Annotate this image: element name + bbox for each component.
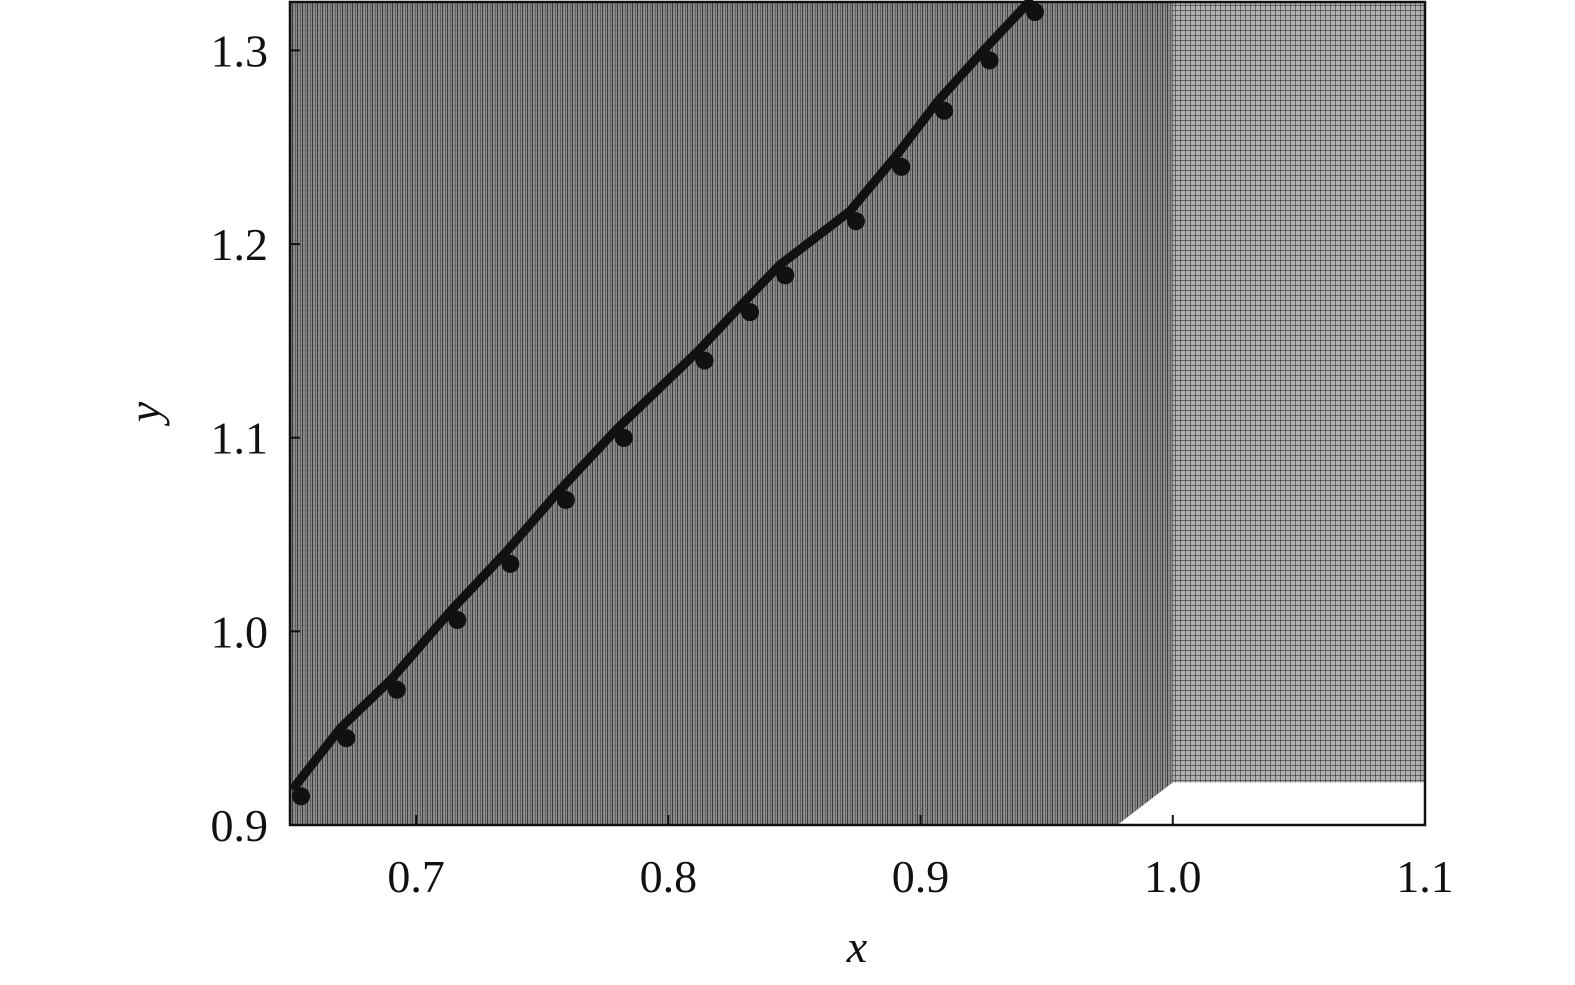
data-point [1026,3,1045,21]
x-tick-label: 0.8 [640,851,698,902]
data-point [387,680,406,699]
ticks: 0.7 0.8 0.9 1.0 1.1 0.9 1.0 1.1 1.2 1.3 [211,25,1454,902]
mesh-region-fine [290,2,1173,825]
data-point [448,611,467,630]
data-point [292,787,311,806]
data-point [695,351,714,370]
x-tick-label: 0.7 [387,851,445,902]
data-point [846,212,865,231]
x-tick-label: 1.0 [1144,851,1202,902]
data-point [892,157,911,176]
data-point [501,554,520,573]
data-point [776,266,795,285]
y-tick-label: 0.9 [211,800,269,851]
y-tick-label: 1.2 [211,219,269,270]
data-point [935,101,954,120]
x-tick-label: 1.1 [1396,851,1454,902]
series-line [290,0,1034,791]
series-layer [290,0,1045,806]
mesh-region-coarse [1172,2,1425,783]
x-tick-label: 0.9 [892,851,950,902]
y-tick-label: 1.0 [211,606,269,657]
data-point [980,51,999,70]
y-tick-label: 1.1 [211,413,269,464]
plot-frame [288,0,1427,827]
x-axis-label: x [846,921,868,972]
y-tick-label: 1.3 [211,25,269,76]
mesh-regions [290,2,1425,825]
data-point [741,303,759,322]
data-point [556,490,575,509]
y-axis-label: y [119,401,170,426]
data-point [337,729,356,748]
data-point [614,429,633,448]
